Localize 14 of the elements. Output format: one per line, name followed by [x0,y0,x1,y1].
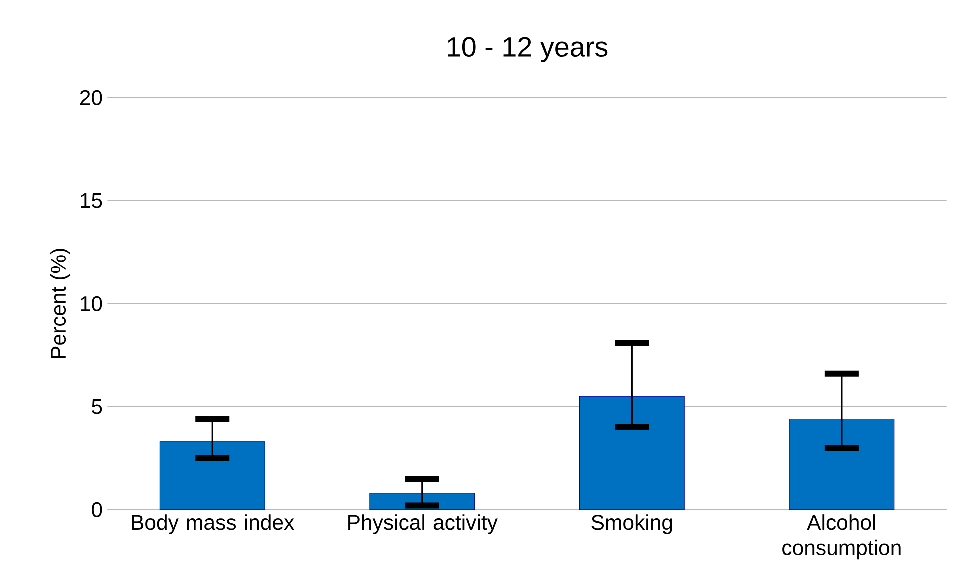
x-tick-label: Smoking [592,514,672,534]
y-tick-label: 15 [81,193,102,208]
bar [789,418,895,510]
y-tick-label: 5 [92,399,102,414]
y-tick-label: 0 [92,502,102,518]
bar [579,396,685,510]
x-tick-label: Alcohol consumption [782,514,901,560]
y-axis-title: Percent (%) [50,249,70,358]
x-tick-label: Body mass index [132,514,294,534]
bar [160,442,266,510]
chart-title: 10 - 12 years [448,37,608,62]
y-tick-label: 10 [81,296,102,312]
x-tick-label: Physical activity [348,514,498,534]
y-tick-label: 20 [80,90,102,106]
